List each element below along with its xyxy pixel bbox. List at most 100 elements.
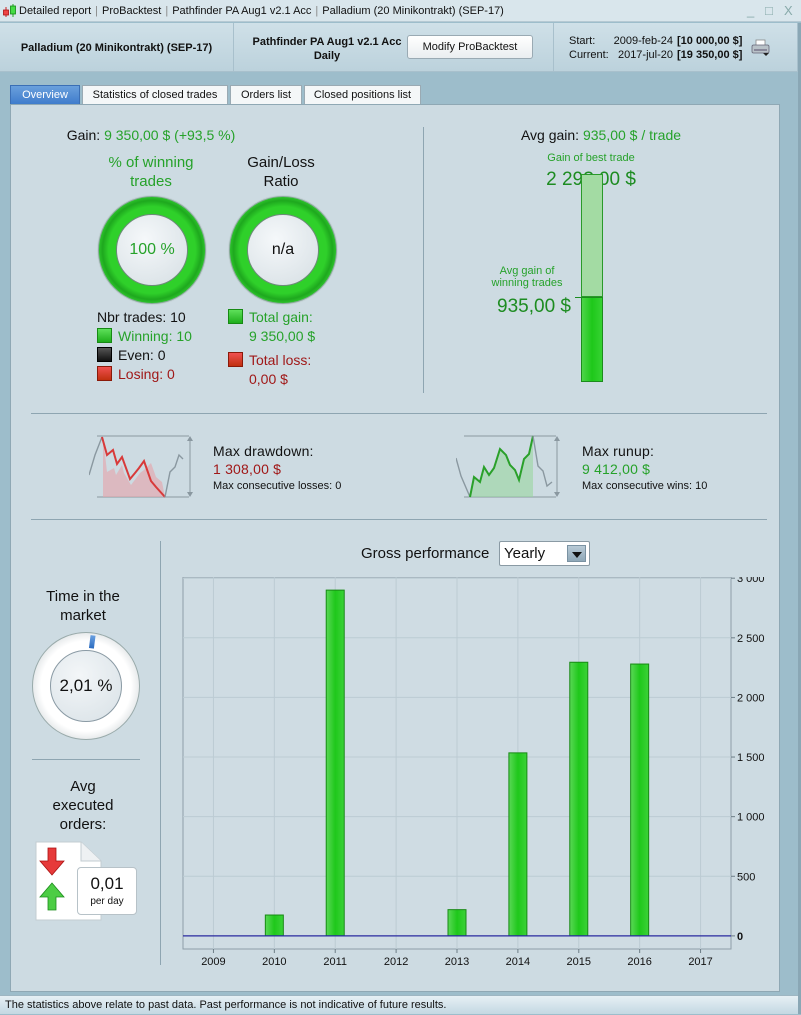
instrument-name: Palladium (20 Minikontrakt) (SEP-17) <box>0 23 234 72</box>
winning-trades-gauge: 100 % <box>98 196 206 304</box>
nbr-trades: Nbr trades: 10 <box>97 309 186 325</box>
avg-orders-title-line3: orders: <box>59 816 107 833</box>
left-column-divider <box>160 541 161 965</box>
gain-loss-ratio-gauge: n/a <box>229 196 337 304</box>
avg-orders-value-box: 0,01 per day <box>77 867 137 915</box>
ratio-title-line1: Gain/Loss <box>247 154 315 171</box>
y-tick-label: 0 <box>737 931 743 943</box>
losing-swatch-icon <box>97 366 112 381</box>
current-row: Current: 2017-jul-20 [19 350,00 $] <box>569 48 742 62</box>
gain-loss-ratio-title: Gain/Loss Ratio <box>221 153 341 191</box>
start-row: Start: 2009-feb-24 [10 000,00 $] <box>569 34 742 48</box>
gain-summary: Gain: 9 350,00 $ (+93,5 %) <box>11 127 291 143</box>
losing-count-text: Losing: 0 <box>118 366 175 382</box>
total-gain-value: 9 350,00 $ <box>249 328 316 344</box>
x-tick-label: 2016 <box>627 956 651 967</box>
time-in-market-title: Time in the market <box>31 587 135 625</box>
printer-icon[interactable] <box>751 39 771 57</box>
candlestick-app-icon <box>3 4 16 17</box>
max-runup-value: 9 412,00 $ <box>582 461 651 477</box>
tab-statistics-closed-trades[interactable]: Statistics of closed trades <box>82 85 228 104</box>
current-date: 2017-jul-20 <box>617 49 673 61</box>
drawdown-sparkline-icon <box>89 435 193 498</box>
bar-2010 <box>264 914 284 937</box>
winning-count: Winning: 10 <box>97 327 192 345</box>
tab-closed-positions-list[interactable]: Closed positions list <box>304 85 421 104</box>
title-part-report: Detailed report <box>19 5 92 17</box>
winning-title-line2: trades <box>130 173 172 190</box>
divider-2 <box>31 519 767 520</box>
even-count: Even: 0 <box>97 346 165 364</box>
avg-orders-title-line1: Avg <box>70 778 96 795</box>
runup-sparkline-icon <box>456 435 560 498</box>
avg-winning-arrow-icon <box>575 297 583 298</box>
time-in-market-gauge: 2,01 % <box>32 632 140 740</box>
total-loss: Total loss: <box>228 351 311 369</box>
even-count-text: Even: 0 <box>118 347 166 363</box>
section-divider-vertical <box>423 127 424 393</box>
bar-2015 <box>569 661 589 937</box>
period-select[interactable]: Yearly <box>499 541 590 566</box>
avg-winning-label-line1: Avg gain of <box>499 265 555 277</box>
avg-orders-card: 0,01 per day <box>35 841 139 921</box>
max-consecutive-wins: Max consecutive wins: 10 <box>582 480 708 492</box>
x-tick-label: 2015 <box>567 956 591 967</box>
even-swatch-icon <box>97 347 112 362</box>
bar-2014 <box>508 752 528 937</box>
ratio-title-line2: Ratio <box>263 173 299 190</box>
modify-probacktest-button[interactable]: Modify ProBacktest <box>407 35 533 59</box>
x-tick-label: 2012 <box>384 956 408 967</box>
gross-performance-title: Gross performance <box>361 545 490 562</box>
start-label: Start: <box>569 35 596 47</box>
time-in-market-marker <box>88 635 96 649</box>
window-right-edge <box>798 23 801 1014</box>
y-tick-label: 2 000 <box>737 692 765 704</box>
avg-orders-title: Avg executed orders: <box>31 777 135 834</box>
max-drawdown-label: Max drawdown: <box>213 443 314 459</box>
close-button[interactable]: X <box>784 3 793 18</box>
title-part-instrument: Palladium (20 Minikontrakt) (SEP-17) <box>322 5 504 17</box>
avg-winning-label-line2: winning trades <box>491 277 563 289</box>
avg-winning-label: Avg gain of winning trades <box>481 265 573 289</box>
gross-performance-chart: 0 500 1 000 1 500 2 000 2 500 3 000 2009 2010 201… <box>182 577 765 967</box>
minimize-button[interactable]: _ <box>747 3 755 18</box>
title-part-probacktest: ProBacktest <box>102 5 162 17</box>
winning-swatch-icon <box>97 328 112 343</box>
date-range-cell: Start: 2009-feb-24 [10 000,00 $] Current: 2… <box>555 23 798 72</box>
losing-count: Losing: 0 <box>97 365 175 383</box>
gain-label: Gain: <box>66 127 101 143</box>
winning-trades-title: % of winning trades <box>91 153 211 191</box>
tab-overview[interactable]: Overview <box>10 85 80 104</box>
avg-gain-summary: Avg gain: 935,00 $ / trade <box>451 127 751 143</box>
title-part-strategy: Pathfinder PA Aug1 v2.1 Acc <box>172 5 312 17</box>
strategy-cell: Pathfinder PA Aug1 v2.1 Acc Daily Modify… <box>235 23 554 72</box>
window-titlebar: Detailed report | ProBacktest | Pathfinder P… <box>0 0 801 22</box>
avg-orders-unit: per day <box>90 896 124 907</box>
bar-2016 <box>630 663 650 937</box>
avg-orders-value: 0,01 <box>90 874 124 893</box>
avg-gain-value: 935,00 $ / trade <box>582 127 682 143</box>
best-trade-label: Gain of best trade <box>547 152 635 164</box>
time-in-market-title-line2: market <box>60 607 106 624</box>
x-tick-label: 2010 <box>262 956 286 967</box>
total-gain: Total gain: <box>228 308 313 326</box>
status-bar: The statistics above relate to past data… <box>0 995 798 1014</box>
x-tick-label: 2017 <box>688 956 712 967</box>
x-tick-label: 2014 <box>506 956 530 967</box>
strategy-name: Pathfinder PA Aug1 v2.1 Acc <box>252 36 402 48</box>
total-loss-swatch-icon <box>228 352 243 367</box>
total-gain-label: Total gain: <box>249 309 313 325</box>
y-tick-label: 500 <box>737 871 755 883</box>
winning-title-line1: % of winning <box>108 154 194 171</box>
winning-pct-value: 100 % <box>116 214 188 286</box>
maximize-button[interactable]: □ <box>765 3 773 18</box>
avg-winning-value: 935,00 $ <box>497 296 571 317</box>
start-capital: [10 000,00 $] <box>677 35 743 47</box>
window-title: Detailed report | ProBacktest | Pathfinder P… <box>19 5 504 17</box>
chevron-down-icon[interactable] <box>567 545 586 562</box>
avg-gain-label: Avg gain: <box>520 127 580 143</box>
current-capital: [19 350,00 $] <box>677 49 743 61</box>
tab-orders-list[interactable]: Orders list <box>230 85 302 104</box>
time-in-market-title-line1: Time in the <box>46 588 120 605</box>
report-header: Palladium (20 Minikontrakt) (SEP-17) Pat… <box>0 23 798 72</box>
